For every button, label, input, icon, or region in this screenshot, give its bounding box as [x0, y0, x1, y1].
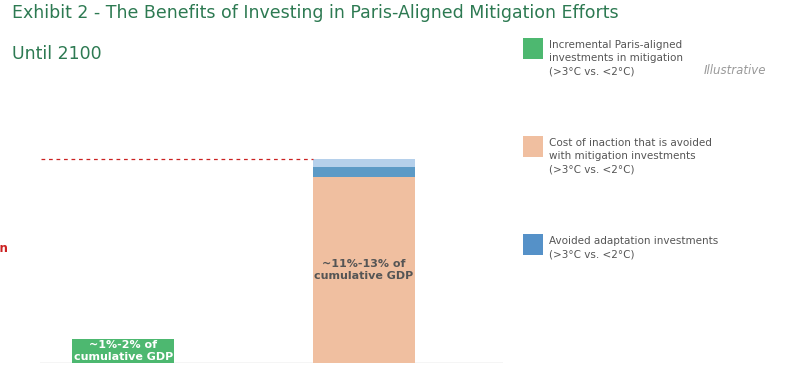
Bar — [313, 167, 415, 177]
Text: Until 2100: Until 2100 — [12, 45, 101, 64]
Text: ~11%-13% of
cumulative GDP: ~11%-13% of cumulative GDP — [314, 259, 413, 280]
Bar — [313, 159, 415, 167]
Bar — [313, 177, 415, 363]
Text: Exhibit 2 - The Benefits of Investing in Paris-Aligned Mitigation Efforts: Exhibit 2 - The Benefits of Investing in… — [12, 4, 618, 22]
Bar — [73, 339, 174, 363]
Text: ~1%-2% of
cumulative GDP: ~1%-2% of cumulative GDP — [73, 340, 173, 361]
Text: Illustrative: Illustrative — [704, 64, 766, 77]
Text: Avoided adaptation investments
(>3°C vs. <2°C): Avoided adaptation investments (>3°C vs.… — [549, 236, 718, 259]
Text: Cost of inaction that is avoided
with mitigation investments
(>3°C vs. <2°C): Cost of inaction that is avoided with mi… — [549, 138, 712, 174]
Text: Benefit of mitigation: Benefit of mitigation — [0, 242, 7, 255]
Text: Incremental Paris-aligned
investments in mitigation
(>3°C vs. <2°C): Incremental Paris-aligned investments in… — [549, 40, 683, 76]
